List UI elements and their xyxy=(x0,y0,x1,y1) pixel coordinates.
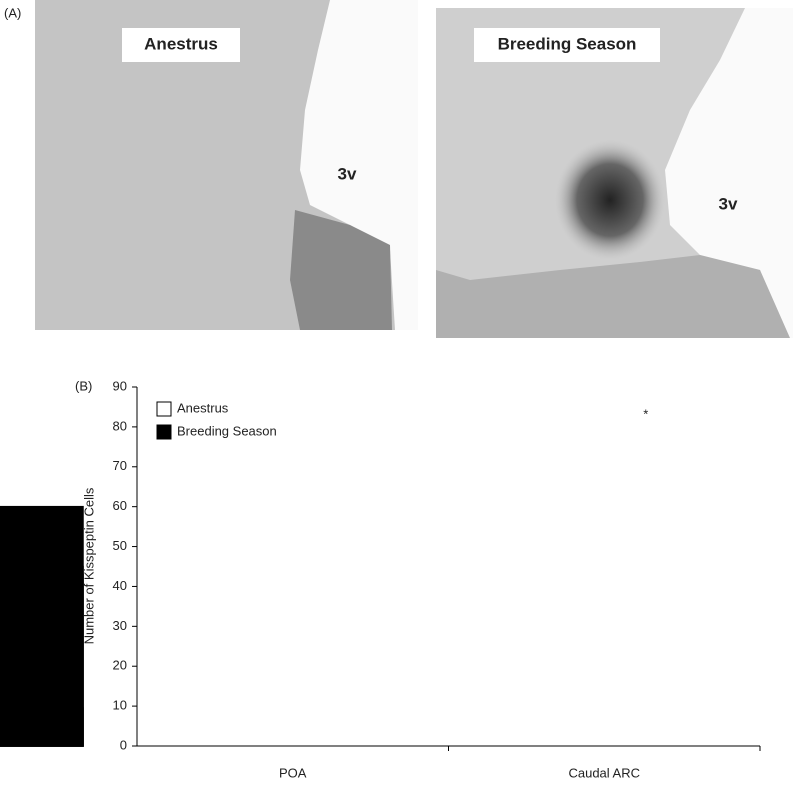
y-tick-label: 90 xyxy=(113,378,127,393)
ventricle-label: 3v xyxy=(338,164,357,183)
y-tick-label: 0 xyxy=(120,737,127,752)
legend-swatch xyxy=(156,424,172,440)
ventricle-label: 3v xyxy=(719,194,738,213)
annotation: * xyxy=(643,406,648,421)
panel-label: (A) xyxy=(4,5,21,20)
y-tick-label: 20 xyxy=(113,658,127,673)
y-tick-label: 50 xyxy=(113,538,127,553)
y-tick-label: 30 xyxy=(113,618,127,633)
x-tick-label: Caudal ARC xyxy=(568,765,640,780)
image-title: Breeding Season xyxy=(498,34,637,53)
y-axis-title: Number of Kisspeptin Cells xyxy=(81,487,96,644)
y-tick-label: 60 xyxy=(113,498,127,513)
y-tick-label: 40 xyxy=(113,578,127,593)
micrograph-left: Anestrus 3v xyxy=(35,0,418,330)
image-title: Anestrus xyxy=(144,34,218,53)
y-tick-label: 70 xyxy=(113,458,127,473)
bar xyxy=(0,505,84,747)
y-tick-label: 80 xyxy=(113,418,127,433)
y-tick-label: 10 xyxy=(113,698,127,713)
legend-swatch xyxy=(156,401,172,417)
legend-label: Breeding Season xyxy=(177,423,277,438)
legend-label: Anestrus xyxy=(177,400,229,415)
panel-label: (B) xyxy=(75,378,92,393)
x-tick-label: POA xyxy=(279,765,307,780)
micrograph-right: Breeding Season 3v xyxy=(436,8,793,338)
